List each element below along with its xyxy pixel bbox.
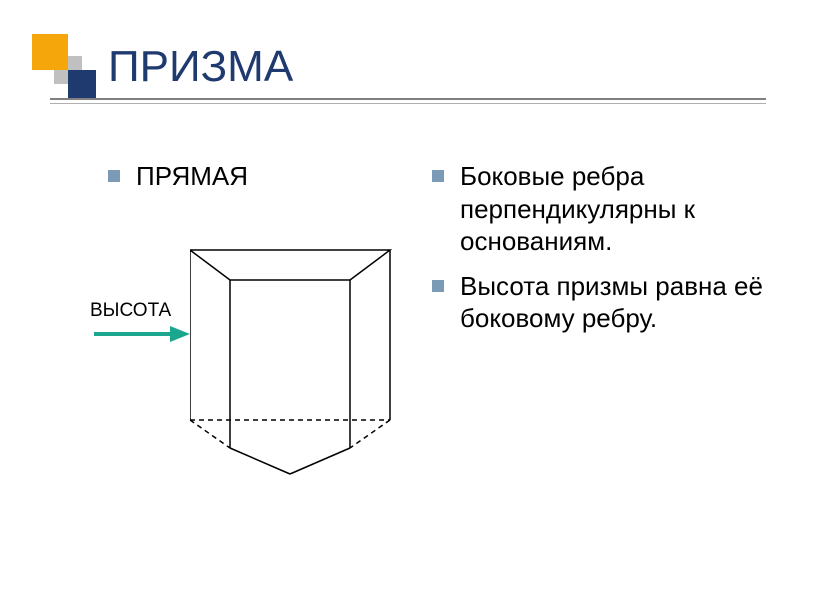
deco-gray-bottom [54,70,68,84]
bullet-icon [108,170,120,182]
bullet-icon [432,170,444,182]
left-column: ПРЯМАЯ [108,160,398,205]
height-label: ВЫСОТА [90,300,171,322]
arrow-icon [92,324,192,348]
bullet-icon [432,280,444,292]
list-item: Боковые ребра перпендикулярны к основани… [432,160,772,258]
bullet-text: Боковые ребра перпендикулярны к основани… [460,160,772,258]
list-item: ПРЯМАЯ [108,160,398,193]
slide-decoration [32,34,102,104]
bullet-text: ПРЯМАЯ [136,160,248,193]
deco-gray-top [68,56,82,70]
bullet-text: Высота призмы равна её боковому ребру. [460,270,772,335]
title-underline [50,98,766,100]
prism-shape [190,220,400,490]
deco-blue-square [68,70,96,98]
slide-title: ПРИЗМА [108,42,293,92]
title-underline-thin [50,103,766,104]
prism-diagram: ВЫСОТА [60,220,400,520]
list-item: Высота призмы равна её боковому ребру. [432,270,772,335]
deco-yellow-square [32,34,68,70]
right-column: Боковые ребра перпендикулярны к основани… [432,160,772,347]
